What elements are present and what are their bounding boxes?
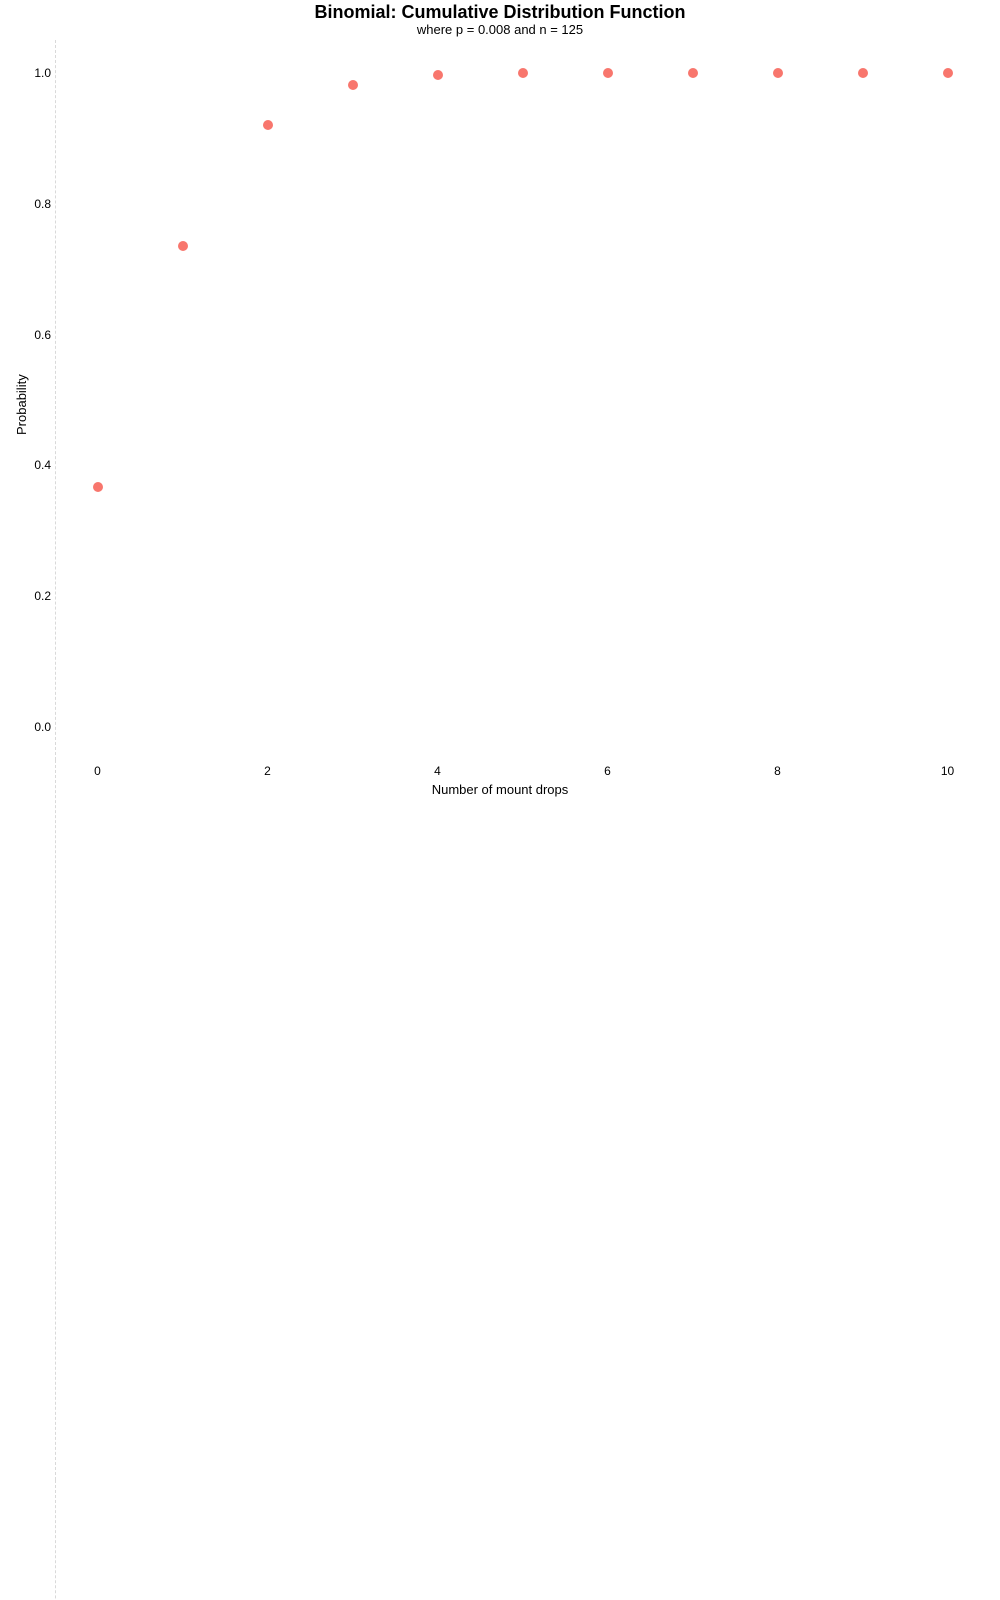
data-point — [518, 68, 528, 78]
x-tick-label: 6 — [604, 764, 611, 778]
data-point — [263, 120, 273, 130]
data-point — [433, 70, 443, 80]
data-point — [688, 68, 698, 78]
y-tick-label: 0.6 — [25, 328, 51, 342]
x-tick-label: 0 — [94, 764, 101, 778]
data-point — [348, 80, 358, 90]
data-point — [603, 68, 613, 78]
x-tick-label: 2 — [264, 764, 271, 778]
cdf-chart: Binomial: Cumulative Distribution Functi… — [0, 0, 1000, 800]
data-point — [858, 68, 868, 78]
y-tick-label: 0.0 — [25, 720, 51, 734]
data-point — [93, 482, 103, 492]
x-axis-label: Number of mount drops — [0, 782, 1000, 797]
data-point — [943, 68, 953, 78]
y-tick-label: 0.2 — [25, 589, 51, 603]
y-tick-label: 1.0 — [25, 66, 51, 80]
x-tick-label: 8 — [774, 764, 781, 778]
grid-line-x-major — [55, 1480, 56, 1600]
y-axis-label: Probability — [14, 374, 29, 435]
plot-area — [55, 40, 990, 760]
x-tick-label: 10 — [941, 764, 954, 778]
chart-subtitle: where p = 0.008 and n = 125 — [0, 22, 1000, 37]
x-tick-label: 4 — [434, 764, 441, 778]
chart-title: Binomial: Cumulative Distribution Functi… — [0, 2, 1000, 23]
y-tick-label: 0.4 — [25, 458, 51, 472]
data-point — [178, 241, 188, 251]
grid-line-x-major — [55, 760, 56, 1480]
grid-line-x-major — [55, 40, 56, 760]
data-point — [773, 68, 783, 78]
y-tick-label: 0.8 — [25, 197, 51, 211]
